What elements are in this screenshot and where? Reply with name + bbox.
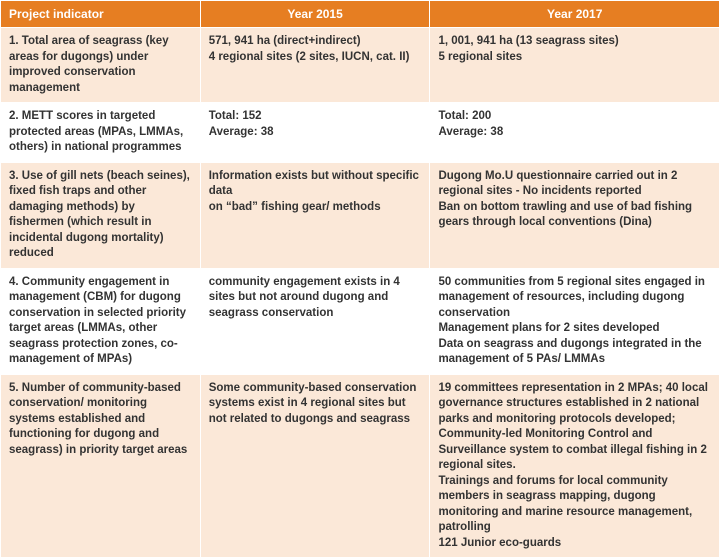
cell-2015: Some community-based conservation system… [200, 374, 430, 558]
cell-2015: Total: 152Average: 38 [200, 103, 430, 163]
cell-2015: 571, 941 ha (direct+indirect)4 regional … [200, 28, 430, 103]
cell-2017: 1, 001, 941 ha (13 seagrass sites)5 regi… [430, 28, 720, 103]
col-header-2017: Year 2017 [430, 1, 720, 28]
table-row: 4. Community engagement in management (C… [1, 268, 720, 374]
col-header-2015: Year 2015 [200, 1, 430, 28]
col-header-indicator: Project indicator [1, 1, 201, 28]
cell-indicator: 5. Number of community-based conservatio… [1, 374, 201, 558]
table-row: 2. METT scores in targeted protected are… [1, 103, 720, 163]
cell-2017: Dugong Mo.U questionnaire carried out in… [430, 162, 720, 268]
cell-2015: Information exists but without specific … [200, 162, 430, 268]
cell-2015: community engagement exists in 4 sites b… [200, 268, 430, 374]
header-row: Project indicator Year 2015 Year 2017 [1, 1, 720, 28]
indicator-table: Project indicator Year 2015 Year 2017 1.… [0, 0, 720, 558]
table-body: 1. Total area of seagrass (key areas for… [1, 28, 720, 558]
cell-2017: Total: 200Average: 38 [430, 103, 720, 163]
cell-2017: 50 communities from 5 regional sites eng… [430, 268, 720, 374]
table-row: 5. Number of community-based conservatio… [1, 374, 720, 558]
cell-indicator: 4. Community engagement in management (C… [1, 268, 201, 374]
cell-indicator: 1. Total area of seagrass (key areas for… [1, 28, 201, 103]
cell-indicator: 3. Use of gill nets (beach seines), fixe… [1, 162, 201, 268]
cell-indicator: 2. METT scores in targeted protected are… [1, 103, 201, 163]
table-row: 3. Use of gill nets (beach seines), fixe… [1, 162, 720, 268]
table-row: 1. Total area of seagrass (key areas for… [1, 28, 720, 103]
cell-2017: 19 committees representation in 2 MPAs; … [430, 374, 720, 558]
